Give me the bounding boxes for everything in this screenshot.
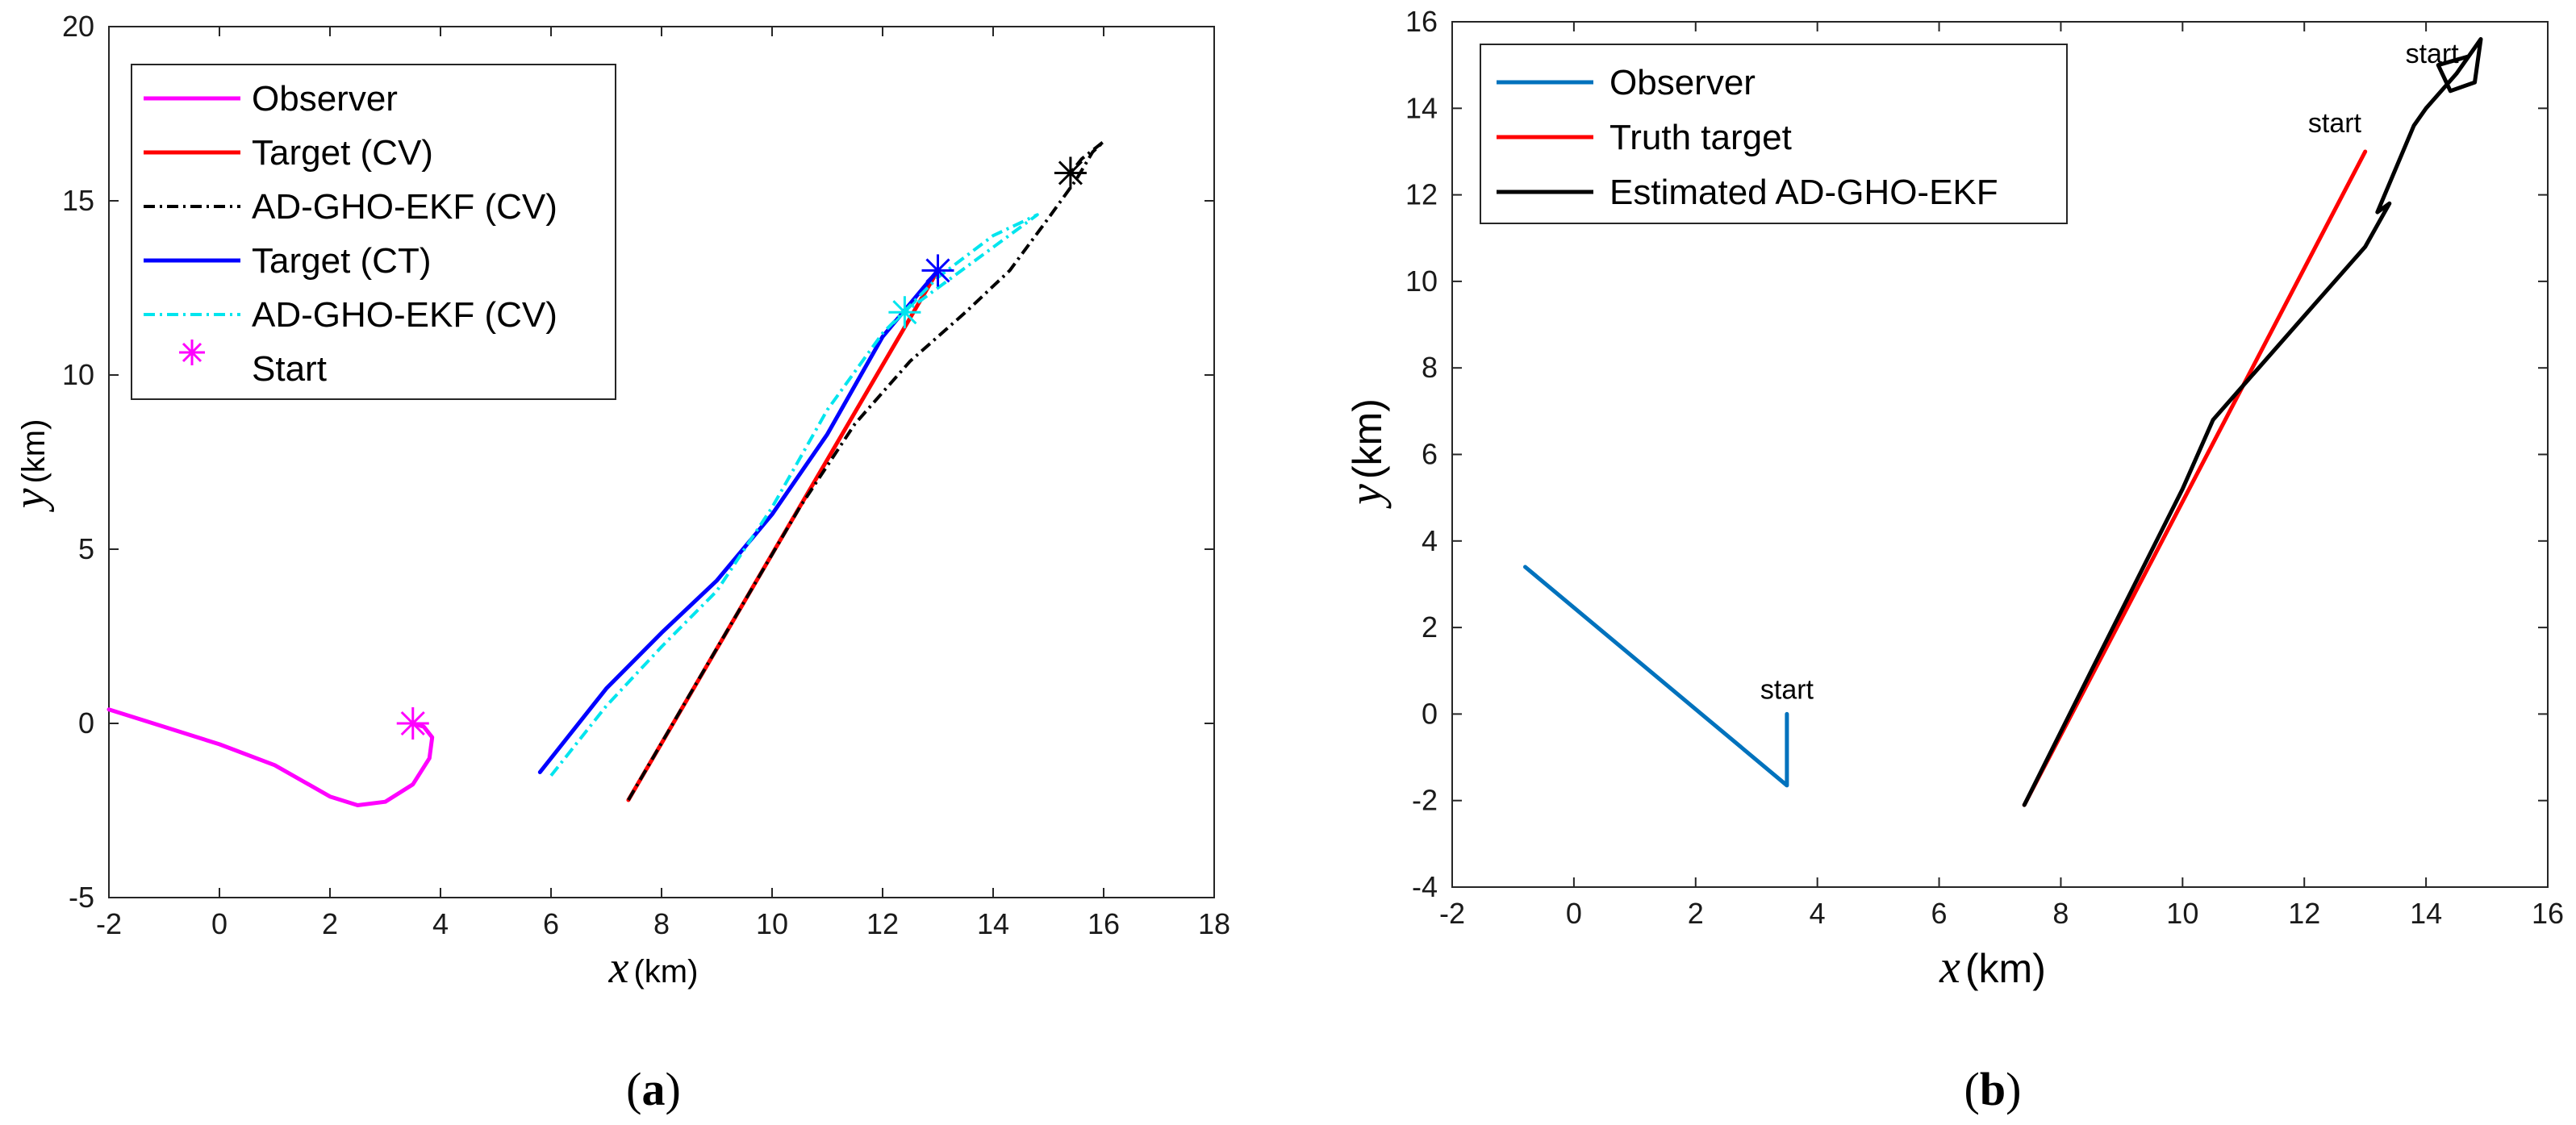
legend-label-target-cv: Target (CV) xyxy=(252,133,433,173)
legend-label-observer-b: Observer xyxy=(1609,63,1756,102)
x-tick-label-b: 12 xyxy=(2288,897,2320,930)
x-tick-label-a: 10 xyxy=(756,907,788,940)
legend-box-a xyxy=(131,64,616,400)
y-tick-label-b: 6 xyxy=(1422,438,1438,471)
series-line-a-4 xyxy=(549,213,1039,777)
x-tick-label-a: 14 xyxy=(977,907,1009,940)
y-tick-label-a: 0 xyxy=(78,706,94,740)
legend-label-start: Start xyxy=(252,349,327,389)
legend-marker-start xyxy=(179,340,205,365)
start-marker-0 xyxy=(396,707,429,740)
x-axis-label-a: x (km) xyxy=(608,943,699,993)
x-tick-label-b: 4 xyxy=(1810,897,1826,930)
y-tick-label-a: 20 xyxy=(62,10,94,43)
x-tick-label-a: 18 xyxy=(1198,907,1230,940)
y-tick-label-b: -2 xyxy=(1412,784,1438,817)
legend-label-estimate-cv: AD-GHO-EKF (CV) xyxy=(252,187,557,227)
y-tick-label-b: 14 xyxy=(1405,91,1438,124)
series-line-b-1 xyxy=(2022,149,2368,807)
start-annotation-2: start xyxy=(2406,39,2460,69)
y-tick-label-a: 15 xyxy=(62,184,94,217)
x-tick-label-b: 2 xyxy=(1688,897,1704,930)
start-marker-3 xyxy=(1054,156,1087,190)
series-line-a-3 xyxy=(537,268,940,774)
y-axis-label-b: y(km) xyxy=(1339,398,1392,509)
legend-label-target-ct: Target (CT) xyxy=(252,241,431,281)
legend-label-estimate-ct: AD-GHO-EKF (CV) xyxy=(252,295,557,335)
y-tick-label-b: 2 xyxy=(1422,610,1438,644)
start-annotation-1: start xyxy=(2308,108,2362,139)
x-tick-label-b: 8 xyxy=(2052,897,2069,930)
y-axis-label-a: y(km) xyxy=(5,419,55,513)
x-tick-label-b: 0 xyxy=(1566,897,1582,930)
y-tick-label-a: 10 xyxy=(62,358,94,391)
y-tick-label-b: 0 xyxy=(1422,697,1438,730)
y-tick-label-b: 16 xyxy=(1405,5,1438,38)
x-tick-label-b: 6 xyxy=(1931,897,1948,930)
x-tick-label-a: 16 xyxy=(1088,907,1120,940)
caption-b: (b) xyxy=(1964,1063,2022,1115)
y-tick-label-b: -4 xyxy=(1412,870,1438,903)
series-line-a-0 xyxy=(106,707,435,807)
x-tick-label-a: 6 xyxy=(543,907,559,940)
legend-label-observer: Observer xyxy=(252,79,398,119)
x-tick-label-a: 2 xyxy=(322,907,338,940)
x-tick-label-a: -2 xyxy=(96,907,122,940)
series-line-b-2 xyxy=(2022,37,2483,807)
series-line-a-2 xyxy=(627,140,1105,802)
x-tick-label-a: 0 xyxy=(211,907,228,940)
y-tick-label-b: 8 xyxy=(1422,351,1438,384)
legend-b: Observer Truth target Estimated AD-GHO-E… xyxy=(1480,44,2068,224)
x-tick-label-b: 10 xyxy=(2166,897,2198,930)
x-axis-label-b: x (km) xyxy=(1939,940,2046,993)
start-marker-1 xyxy=(921,254,954,287)
y-tick-label-b: 12 xyxy=(1405,178,1438,211)
x-tick-label-b: -2 xyxy=(1439,897,1465,930)
caption-a: (a) xyxy=(626,1063,681,1115)
y-tick-label-b: 4 xyxy=(1422,524,1438,557)
x-tick-label-a: 8 xyxy=(653,907,670,940)
start-marker-2 xyxy=(888,296,921,329)
series-line-b-0 xyxy=(1523,565,1789,788)
legend-label-estimate-b: Estimated AD-GHO-EKF xyxy=(1609,173,1998,212)
x-tick-label-b: 14 xyxy=(2410,897,2442,930)
start-annotation-0: start xyxy=(1760,675,1814,706)
y-tick-label-b: 10 xyxy=(1405,265,1438,298)
x-tick-label-a: 4 xyxy=(432,907,449,940)
y-tick-label-a: -5 xyxy=(69,881,94,914)
legend-a: Observer Target (CV) AD-GHO-EKF (CV) Tar… xyxy=(131,64,616,400)
y-tick-label-a: 5 xyxy=(78,532,94,565)
x-tick-label-a: 12 xyxy=(866,907,899,940)
legend-label-truth-b: Truth target xyxy=(1609,118,1792,157)
x-tick-label-b: 16 xyxy=(2532,897,2564,930)
